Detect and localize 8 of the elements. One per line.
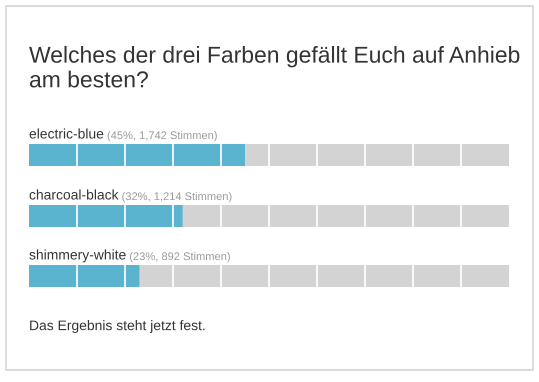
- y-tick-label: electric-blue: [30, 128, 104, 139]
- y-tick-label: charcoal-black: [30, 189, 119, 200]
- y-tick-label: shimmery-white: [29, 249, 126, 262]
- text: Das Ergebnis steht jetzt fest.: [30, 320, 205, 333]
- chart-title: Welches der drei Farben gefällt Euch auf Anhieb am besten?: [29, 46, 520, 88]
- data-label: (23%, 892 Stimmen): [130, 252, 230, 262]
- data-label: (45%, 1,742 Stimmen): [108, 131, 217, 142]
- data-label: (32%, 1,214 Stimmen): [122, 192, 232, 202]
